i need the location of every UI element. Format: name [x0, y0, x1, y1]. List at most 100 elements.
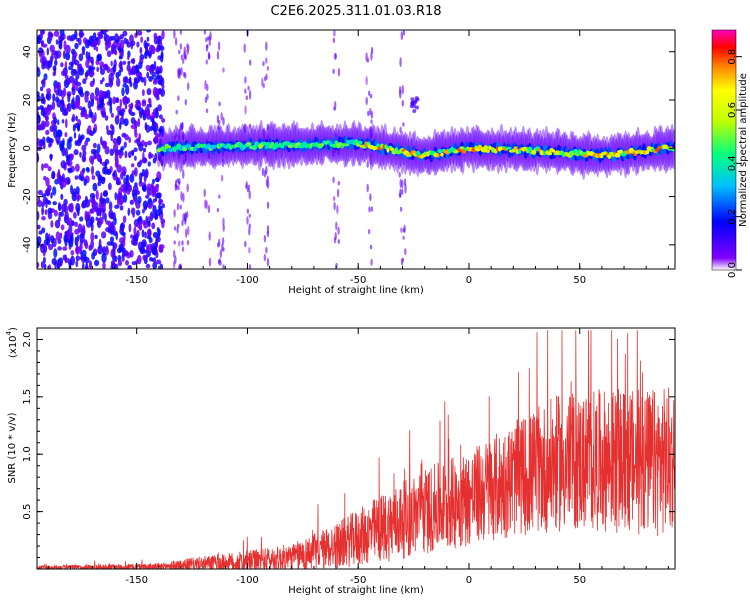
noise-speckle	[67, 161, 71, 166]
sparse-speckle	[369, 107, 372, 116]
sparse-speckle	[177, 95, 180, 102]
sparse-speckle	[174, 37, 178, 46]
noise-speckle	[74, 30, 78, 40]
sparse-speckle	[222, 217, 225, 226]
noise-speckle	[155, 131, 158, 140]
svg-text:(x104): (x104)	[5, 327, 19, 358]
noise-speckle	[37, 210, 40, 221]
noise-speckle	[158, 204, 161, 211]
noise-speckle	[80, 170, 85, 176]
noise-speckle	[128, 136, 131, 144]
sparse-speckle	[246, 216, 249, 225]
noise-speckle	[117, 259, 123, 267]
spectrogram-y-label: Frequency (Hz)	[7, 112, 18, 188]
noise-speckle	[82, 78, 87, 85]
noise-speckle	[68, 136, 73, 143]
noise-speckle	[47, 207, 53, 214]
sparse-speckle	[403, 178, 407, 187]
ridge-core	[192, 147, 197, 152]
sparse-speckle	[266, 230, 270, 238]
sparse-speckle	[173, 249, 176, 258]
noise-speckle	[101, 252, 107, 263]
sparse-speckle	[332, 37, 336, 44]
noise-speckle	[136, 41, 140, 48]
noise-speckle	[110, 112, 114, 118]
sparse-speckle	[245, 95, 248, 101]
noise-speckle	[85, 51, 89, 60]
noise-speckle	[45, 115, 49, 121]
sparse-speckle	[400, 227, 403, 233]
sparse-speckle	[181, 134, 184, 140]
noise-speckle	[71, 113, 76, 122]
noise-speckle	[81, 144, 87, 152]
noise-speckle	[123, 177, 126, 185]
ridge-core	[655, 148, 660, 152]
sparse-speckle	[181, 219, 184, 227]
noise-speckle	[155, 209, 161, 217]
noise-speckle	[88, 260, 93, 269]
noise-speckle	[41, 206, 44, 216]
blob-speckle	[410, 97, 415, 102]
noise-speckle	[95, 46, 99, 52]
noise-speckle	[37, 142, 40, 147]
sparse-speckle	[247, 184, 251, 190]
noise-speckle	[141, 219, 147, 226]
sparse-speckle	[248, 213, 251, 218]
noise-speckle	[125, 260, 129, 266]
noise-speckle	[84, 140, 88, 147]
noise-speckle	[53, 30, 60, 37]
noise-speckle	[152, 231, 158, 239]
sparse-speckle	[173, 30, 176, 39]
ridge-core	[365, 141, 371, 146]
sparse-speckle	[337, 239, 340, 244]
noise-speckle	[130, 207, 136, 215]
x-tick-label: -100	[236, 575, 259, 586]
sparse-speckle	[365, 76, 368, 86]
sparse-speckle	[262, 127, 266, 136]
noise-speckle	[98, 216, 104, 225]
sparse-speckle	[248, 189, 251, 200]
sparse-speckle	[261, 167, 265, 177]
ridge-core	[328, 141, 333, 145]
sparse-speckle	[336, 188, 340, 198]
noise-speckle	[57, 246, 62, 251]
noise-speckle	[142, 184, 147, 192]
ridge-core	[186, 144, 192, 148]
x-tick-label: -50	[350, 275, 366, 286]
sparse-speckle	[366, 161, 369, 168]
noise-speckle	[110, 236, 114, 243]
x-tick-label: 0	[466, 575, 472, 586]
noise-speckle	[125, 84, 130, 95]
noise-speckle	[50, 192, 53, 199]
noise-speckle	[97, 247, 101, 254]
noise-speckle	[139, 247, 143, 252]
noise-speckle	[124, 104, 128, 110]
noise-speckle	[55, 231, 61, 241]
noise-speckle	[60, 98, 65, 108]
sparse-speckle	[337, 180, 341, 186]
noise-speckle	[75, 163, 80, 172]
noise-speckle	[96, 66, 100, 73]
noise-speckle	[147, 140, 152, 146]
noise-speckle	[58, 216, 61, 222]
noise-speckle	[160, 159, 164, 167]
noise-speckle	[144, 231, 147, 239]
noise-speckle	[62, 254, 67, 261]
noise-speckle	[81, 46, 86, 53]
noise-speckle	[156, 88, 163, 95]
noise-speckle	[127, 60, 131, 65]
noise-speckle	[137, 76, 142, 81]
noise-speckle	[100, 136, 103, 146]
noise-speckle	[79, 216, 84, 222]
noise-speckle	[133, 219, 139, 228]
sparse-speckle	[401, 99, 404, 107]
noise-speckle	[63, 50, 66, 60]
noise-speckle	[61, 119, 65, 124]
noise-speckle	[64, 132, 68, 138]
noise-speckle	[122, 215, 127, 224]
sparse-speckle	[265, 57, 268, 64]
noise-speckle	[158, 199, 164, 204]
noise-speckle	[75, 260, 79, 268]
noise-speckle	[76, 37, 80, 42]
y-tick-label: -40	[22, 237, 33, 253]
